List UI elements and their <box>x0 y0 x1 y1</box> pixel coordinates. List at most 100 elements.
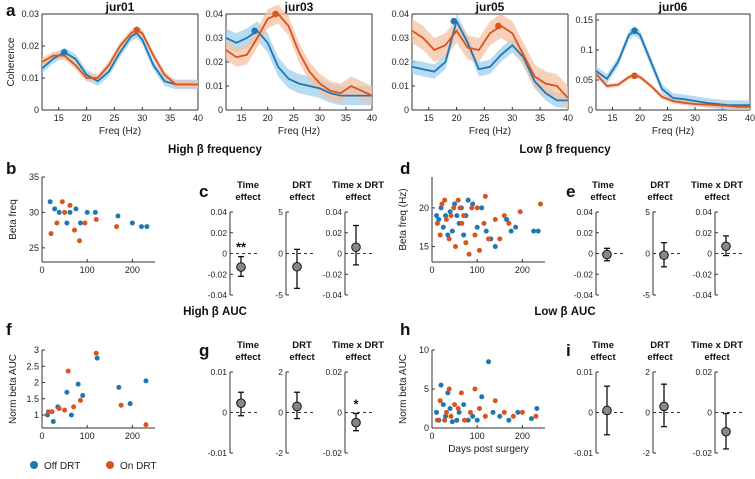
scatter-point-on-h <box>501 409 507 415</box>
scatter-point-on-h <box>446 386 452 392</box>
x-tick-label-d: 200 <box>515 265 530 275</box>
series-line-on-jur01 <box>41 28 198 86</box>
y-tick-label-e3: -0.04 <box>693 290 713 300</box>
scatter-point-on-b <box>67 202 73 208</box>
scatter-point-off-d <box>436 217 442 222</box>
scatter-point-on-d <box>492 217 498 222</box>
y-tick-label-g: 0.01 <box>210 367 227 377</box>
scatter-point-off-d <box>531 228 537 234</box>
x-tick-label-f: 0 <box>39 431 44 441</box>
y-tick-label-jur05: 0.02 <box>391 57 409 67</box>
scatter-point-off-h <box>479 394 485 400</box>
scatter-point-on-d <box>497 236 503 242</box>
y-tick-label-e: 0.02 <box>576 228 593 238</box>
scatter-point-on-h <box>442 417 448 423</box>
y-tick-label-jur01: 0.02 <box>21 41 39 51</box>
effect-title-line2-i3: effect <box>704 352 730 363</box>
axes-jur03: 0 0.01 0.02 0.03 0.04 15 20 25 30 35 40 jur03 Freq (… <box>205 0 377 137</box>
y-tick-label-jur05: 0.01 <box>391 81 409 91</box>
scatter-point-on-f <box>45 409 51 415</box>
scatter-point-off-d <box>508 228 514 234</box>
effect-title-line1-g2: DRT <box>292 340 312 351</box>
scatter-point-off-b <box>52 206 58 212</box>
scatter-point-on-d <box>461 213 467 219</box>
scatter-point-off-d <box>535 228 541 234</box>
scatter-point-off-h <box>447 406 453 411</box>
scatter-point-off-h <box>465 417 471 423</box>
y-tick-label-c: -0.02 <box>208 269 228 279</box>
y-tick-label-g2: 2 <box>278 367 283 377</box>
x-tick-label-d: 0 <box>429 265 434 275</box>
y-tick-label-b: 25 <box>29 243 39 253</box>
x-tick-label-jur05: 40 <box>563 113 573 123</box>
scatter-point-off-h <box>497 413 503 419</box>
scatter-point-on-d <box>466 251 472 257</box>
scatter-point-off-h <box>515 409 521 415</box>
y-tick-label-c2: 0 <box>278 249 283 259</box>
scatter-point-on-f <box>56 406 62 411</box>
significance-marker-c: ** <box>236 240 247 255</box>
scatter-point-on-f <box>77 397 83 403</box>
x-tick-label-b: 200 <box>125 265 140 275</box>
y-tick-label-g3: 0 <box>337 408 342 418</box>
scatter-point-on-h <box>472 386 478 392</box>
panel-letter-g: g <box>199 341 209 360</box>
y-tick-label-i3: 0 <box>707 408 712 418</box>
y-tick-label-f: 2.5 <box>26 361 39 371</box>
x-tick-label-jur01: 40 <box>193 113 203 123</box>
y-tick-label-jur01: 0.01 <box>21 73 39 83</box>
scatter-point-on-h <box>476 406 482 411</box>
ci-band-on-jur06 <box>596 71 750 110</box>
scatter-point-on-b <box>59 199 65 205</box>
peak-marker-off-jur03 <box>251 27 258 35</box>
axes-f: 1 1.5 2 2.5 3 0 100 200 Norm beta AUC <box>8 345 155 441</box>
scatter-point-on-d <box>442 197 448 203</box>
panel-letter-c: c <box>199 182 208 201</box>
axes-jur05: 0 0.01 0.02 0.03 0.04 15 20 25 30 35 40 jur05 Freq (… <box>391 0 573 137</box>
effect-title-line2-e3: effect <box>704 192 730 203</box>
x-tick-label-jur01: 20 <box>82 113 92 123</box>
scatter-point-on-b <box>54 220 60 226</box>
effect-mean-marker-c3 <box>351 242 361 253</box>
panel-letter-d: d <box>400 159 410 178</box>
y-axis-label-b: Beta freq <box>8 199 19 240</box>
scatter-point-off-b <box>138 224 144 230</box>
scatter-point-on-h <box>458 390 464 396</box>
y-tick-label-jur06: 0 <box>588 105 593 115</box>
y-tick-label-jur01: 0.03 <box>21 9 39 19</box>
scatter-point-off-d <box>479 205 485 211</box>
y-tick-label-jur03: 0.03 <box>205 33 223 43</box>
y-axis-label-h: Norm beta AUC <box>398 354 409 424</box>
scatter-point-on-d <box>486 236 491 242</box>
y-tick-label-jur06: 0.15 <box>575 15 593 25</box>
x-tick-label-jur03: 15 <box>237 113 247 123</box>
effect-mean-marker-i2 <box>659 401 669 412</box>
y-tick-label-g: 0 <box>222 408 227 418</box>
scatter-point-off-b <box>47 199 53 205</box>
y-tick-label-g: -0.01 <box>208 448 228 458</box>
x-tick-label-jur06: 40 <box>745 113 755 123</box>
legend-off-marker <box>30 461 38 469</box>
x-tick-label-jur05: 30 <box>507 113 517 123</box>
scatter-point-on-d <box>472 232 478 238</box>
series-line-off-jur01 <box>41 32 198 86</box>
scatter-point-on-h <box>492 398 498 404</box>
series-line-off-jur03 <box>225 29 372 97</box>
y-tick-label-h: 5 <box>424 384 429 394</box>
y-tick-label-e3: 0 <box>707 249 712 259</box>
peak-marker-on-jur01 <box>133 26 141 34</box>
scatter-point-off-d <box>465 197 471 203</box>
scatter-point-off-h <box>440 402 446 408</box>
y-tick-label-i3: 0.02 <box>695 367 712 377</box>
effect-mean-marker-e <box>602 249 612 260</box>
effect-title-line1-g: Time <box>237 340 259 351</box>
scatter-point-on-d <box>453 244 459 250</box>
scatter-point-off-f <box>127 401 133 407</box>
scatter-point-on-b <box>93 217 99 222</box>
effect-title-line1-i3: Time x DRT <box>691 340 743 351</box>
panel-letter-b: b <box>6 159 16 178</box>
x-tick-label-f: 200 <box>125 431 140 441</box>
